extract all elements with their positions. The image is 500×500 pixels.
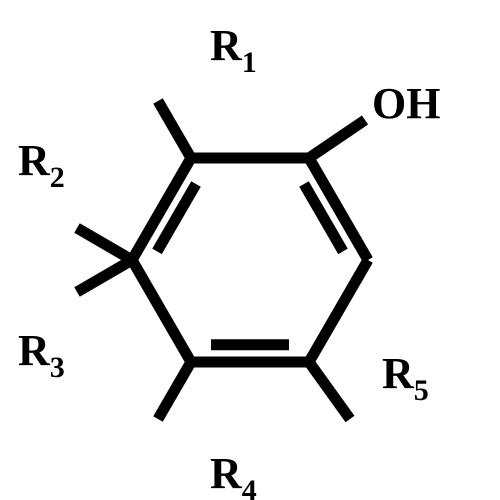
label-subscript: 1	[242, 46, 257, 79]
substituent-label: R3	[18, 326, 65, 384]
label-subscript: 4	[242, 474, 257, 500]
label-subscript: 2	[50, 161, 65, 194]
label-subscript: 3	[50, 351, 65, 384]
substituent-bond	[77, 228, 132, 260]
substituent-bond	[158, 362, 191, 419]
substituent-label: R4	[210, 449, 257, 500]
substituent-label: R1	[210, 21, 257, 79]
label-main: R	[18, 326, 51, 375]
ring-double-bond	[304, 184, 343, 251]
ring-bond	[309, 260, 368, 362]
chemical-structure-diagram: R1R2R3R4R5OH	[0, 0, 500, 500]
substituent-bond	[309, 120, 365, 158]
substituent-label: OH	[372, 79, 440, 128]
label-main: R	[382, 349, 415, 398]
substituent-label: R2	[18, 136, 65, 194]
label-main: OH	[372, 79, 440, 128]
substituent-label: R5	[382, 349, 429, 407]
label-main: R	[210, 449, 243, 498]
label-main: R	[18, 136, 51, 185]
substituent-bond	[309, 362, 350, 419]
substituent-bond	[77, 260, 132, 292]
ring-bond	[132, 260, 191, 362]
label-main: R	[210, 21, 243, 70]
ring-double-bond	[157, 184, 196, 251]
substituent-bond	[158, 101, 191, 158]
label-subscript: 5	[414, 374, 429, 407]
